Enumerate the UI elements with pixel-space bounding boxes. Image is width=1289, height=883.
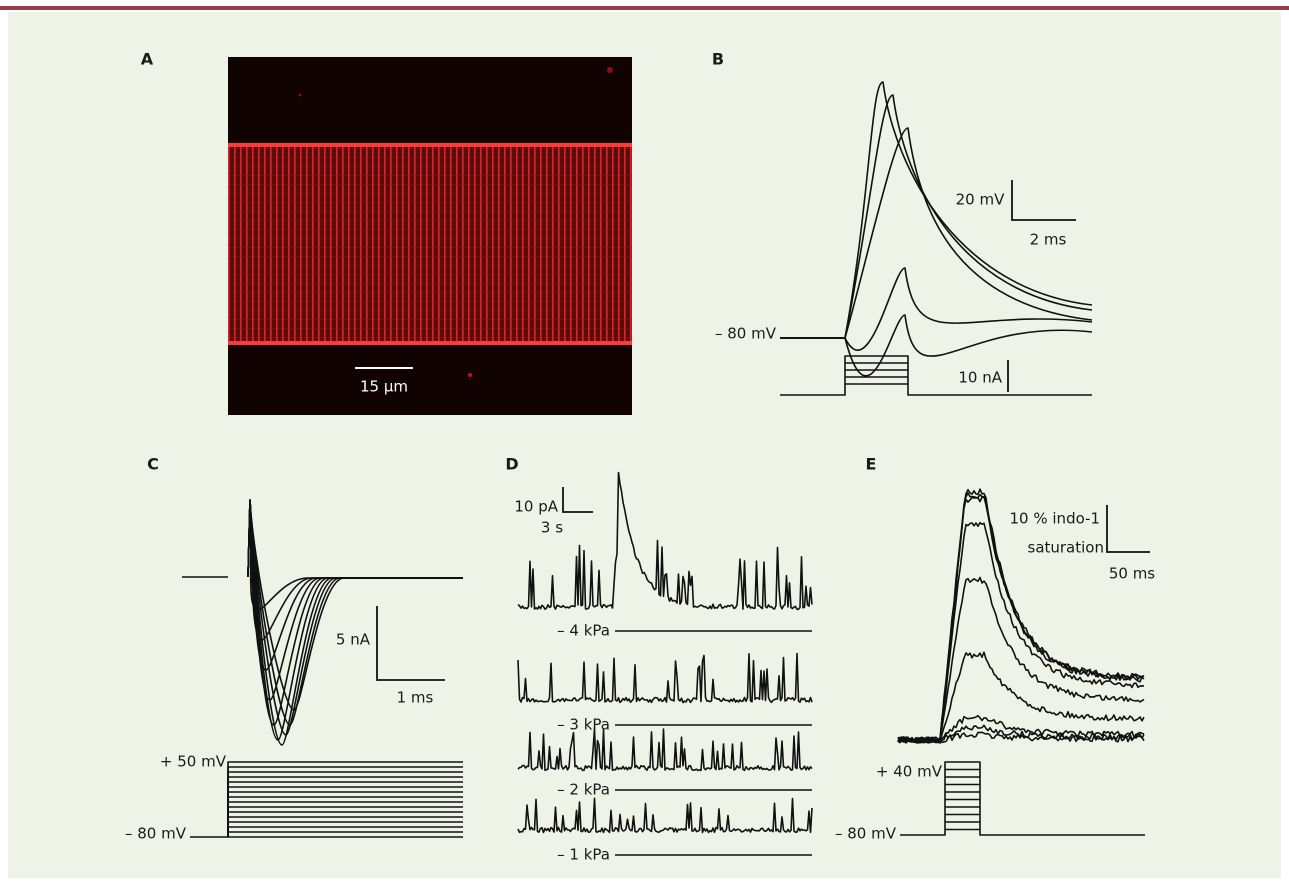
trace xyxy=(897,731,1145,744)
scale-bar xyxy=(562,487,593,513)
step-label: + 40 mV xyxy=(876,763,943,781)
trace xyxy=(517,652,813,704)
trace xyxy=(897,714,1145,744)
trace xyxy=(780,355,1092,396)
holding-label: – 80 mV xyxy=(835,825,897,843)
scale-label: 15 µm xyxy=(360,378,408,396)
trace xyxy=(780,81,1093,339)
pressure-label: – 4 kPa xyxy=(557,622,610,640)
channel-traces: – 4 kPa – 3 kPa – 2 kPa – 1 kPa xyxy=(517,471,813,864)
holding-label: – 80 mV xyxy=(715,325,777,343)
scale-bar xyxy=(1011,180,1076,221)
fluorescence-traces xyxy=(897,488,1145,836)
panel-label: D xyxy=(505,455,518,474)
scale-label: 10 pA xyxy=(514,498,558,516)
scale-label: 50 ms xyxy=(1109,565,1155,583)
current-traces xyxy=(182,499,463,838)
trace xyxy=(247,499,463,711)
trace xyxy=(780,127,1093,339)
trace xyxy=(517,728,813,772)
trace xyxy=(517,797,813,834)
pressure-label: – 3 kPa xyxy=(557,716,610,734)
scale-bar xyxy=(376,606,445,681)
step-label: + 50 mV xyxy=(160,753,227,771)
scale-label: 20 mV xyxy=(956,191,1005,209)
trace xyxy=(780,267,1093,351)
scale-label: 3 s xyxy=(541,519,563,537)
scale-label: 10 % indo-1 xyxy=(1010,510,1100,528)
pressure-label: – 2 kPa xyxy=(557,781,610,799)
trace xyxy=(780,94,1093,339)
figure-background xyxy=(8,12,1281,878)
trace xyxy=(517,471,813,611)
scale-label: 10 nA xyxy=(958,369,1002,387)
panel-label: E xyxy=(866,455,877,474)
trace xyxy=(897,576,1145,744)
scale-bar xyxy=(1106,505,1150,553)
scale-label: 1 ms xyxy=(397,689,434,707)
holding-label: – 80 mV xyxy=(125,825,187,843)
trace xyxy=(227,831,463,837)
voltage-traces xyxy=(780,81,1093,396)
scale-label: saturation xyxy=(1028,539,1105,557)
pressure-label: – 1 kPa xyxy=(557,846,610,864)
scale-label: 5 nA xyxy=(336,631,371,649)
top-rule xyxy=(0,6,1289,10)
trace xyxy=(900,761,1145,836)
panel-label: B xyxy=(712,50,724,69)
micrograph xyxy=(228,57,632,415)
panel-label: C xyxy=(147,455,159,474)
scale-label: 2 ms xyxy=(1030,231,1067,249)
trace xyxy=(780,314,1093,377)
panel-label: A xyxy=(141,50,154,69)
